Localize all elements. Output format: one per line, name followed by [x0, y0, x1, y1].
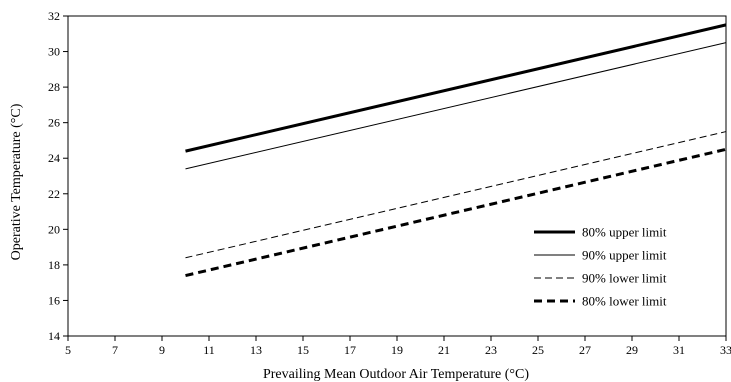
y-tick-label: 32 — [48, 9, 60, 23]
y-axis-label: Operative Temperature (°C) — [9, 103, 24, 260]
x-tick-label: 11 — [203, 343, 215, 357]
legend-label-2: 90% upper limit — [582, 248, 667, 263]
y-tick-label: 22 — [48, 187, 60, 201]
plot-frame — [67, 15, 727, 337]
legend-label-3: 90% lower limit — [582, 271, 667, 286]
series-line-3 — [185, 131, 727, 259]
y-tick-label: 18 — [48, 258, 60, 272]
x-tick-label: 19 — [391, 343, 403, 357]
x-tick-label: 25 — [532, 343, 544, 357]
y-tick-label: 28 — [48, 80, 60, 94]
series-line-1 — [185, 23, 727, 153]
x-tick-label: 29 — [626, 343, 638, 357]
x-tick-label: 13 — [250, 343, 262, 357]
x-tick-label: 7 — [112, 343, 118, 357]
y-tick-label: 14 — [48, 329, 60, 343]
y-tick-label: 30 — [48, 45, 60, 59]
legend-label-1: 80% upper limit — [582, 225, 667, 240]
x-tick-label: 31 — [673, 343, 685, 357]
y-axis-ticks: 14 16 18 20 22 24 26 28 30 32 — [48, 9, 68, 343]
y-tick-label: 20 — [48, 222, 60, 236]
x-tick-label: 33 — [720, 343, 731, 357]
x-tick-label: 9 — [159, 343, 165, 357]
x-axis-ticks: 5 7 9 11 13 15 17 19 21 23 25 27 29 31 33 — [65, 336, 731, 357]
x-tick-label: 5 — [65, 343, 71, 357]
series-line-2 — [185, 42, 727, 170]
y-tick-label: 24 — [48, 151, 60, 165]
plot-area — [67, 15, 727, 337]
y-tick-label: 16 — [48, 293, 60, 307]
y-tick-label: 26 — [48, 116, 60, 130]
legend-label-4: 80% lower limit — [582, 294, 667, 309]
x-tick-label: 15 — [297, 343, 309, 357]
x-tick-label: 23 — [485, 343, 497, 357]
x-tick-label: 27 — [579, 343, 591, 357]
legend: 80% upper limit 90% upper limit 90% lower … — [534, 225, 667, 309]
x-tick-label: 21 — [438, 343, 450, 357]
x-tick-label: 17 — [344, 343, 356, 357]
series-layer — [185, 23, 727, 278]
series-line-4 — [185, 147, 727, 278]
x-axis-label: Prevailing Mean Outdoor Air Temperature … — [263, 367, 529, 382]
